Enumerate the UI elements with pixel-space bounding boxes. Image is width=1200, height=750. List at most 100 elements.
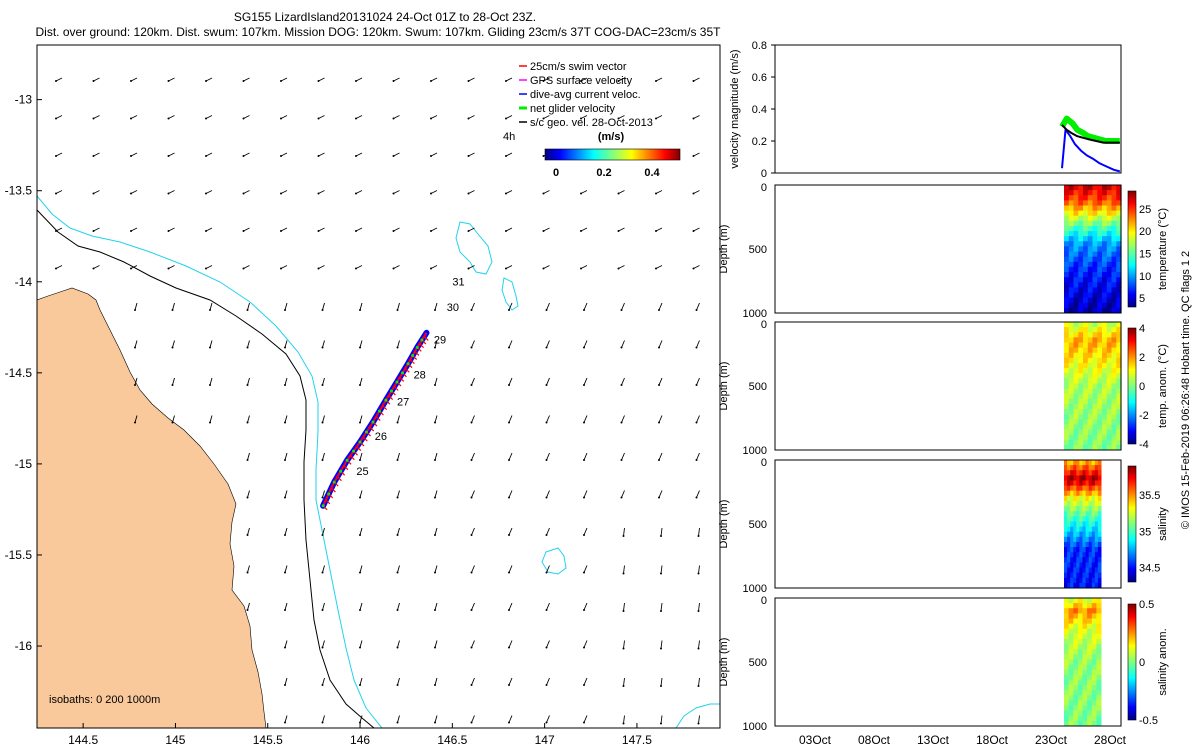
section-cell xyxy=(1070,501,1074,507)
current-vector-head xyxy=(583,646,585,649)
legend-swim-vector: 25cm/s swim vector xyxy=(530,61,627,73)
section-cell xyxy=(1078,373,1084,379)
current-vector-head xyxy=(321,421,324,424)
current-vector-head xyxy=(92,267,95,270)
section-cell xyxy=(1073,526,1077,533)
section-cell xyxy=(1094,470,1099,476)
current-vector-head xyxy=(695,346,698,349)
section-cell xyxy=(1073,690,1079,696)
section-cell xyxy=(1073,205,1079,212)
section-cell xyxy=(1073,654,1079,660)
section-cell xyxy=(1087,403,1094,410)
section-cell xyxy=(1097,567,1102,574)
section-cell xyxy=(1064,246,1070,252)
section-cell xyxy=(1085,506,1090,512)
current-vector xyxy=(55,115,63,119)
section-cell xyxy=(1087,393,1094,400)
section-cell xyxy=(1111,266,1117,273)
section-cell xyxy=(1094,501,1099,507)
section-cell xyxy=(1076,516,1080,522)
section-cell xyxy=(1097,480,1102,487)
current-vector-head xyxy=(355,230,357,232)
current-vector xyxy=(243,265,250,269)
section-cell xyxy=(1111,282,1117,288)
section-cell xyxy=(1088,516,1093,522)
section-cell xyxy=(1087,664,1093,671)
depth-panel-frame xyxy=(774,321,1122,451)
current-vector-head xyxy=(505,267,507,270)
depth-panel-background xyxy=(775,598,1121,726)
swim-vector xyxy=(325,499,331,505)
swim-vector xyxy=(331,487,336,493)
section-cell xyxy=(1091,608,1097,614)
current-vector xyxy=(698,602,700,612)
section-cell xyxy=(1078,277,1084,283)
section-cell xyxy=(1088,526,1093,533)
section-cell xyxy=(1091,674,1097,681)
current-vector xyxy=(247,602,250,611)
section-cell xyxy=(1078,357,1084,364)
section-cell xyxy=(1073,444,1079,451)
current-vector xyxy=(172,415,175,423)
current-vector xyxy=(546,415,550,423)
date-xtick-label: 08Oct xyxy=(858,733,891,747)
current-vector xyxy=(318,115,325,119)
current-vector-head xyxy=(317,117,320,120)
section-cell xyxy=(1085,480,1090,487)
section-cell xyxy=(1102,236,1108,242)
section-cell xyxy=(1079,562,1083,568)
current-vector xyxy=(93,227,100,232)
section-cell xyxy=(1064,363,1070,369)
section-cell xyxy=(1079,485,1083,492)
section-cell xyxy=(1068,226,1075,232)
section-cell xyxy=(1077,633,1083,640)
section-cell xyxy=(1068,664,1074,671)
current-vector xyxy=(580,227,588,232)
section-cell xyxy=(1111,378,1117,384)
section-cell xyxy=(1083,363,1089,369)
section-cell xyxy=(1064,511,1068,517)
colorbar-tick-label: -2 xyxy=(1139,410,1149,422)
section-cell xyxy=(1091,531,1096,538)
section-cell xyxy=(1085,552,1090,558)
current-vector-head xyxy=(467,117,470,120)
section-cell xyxy=(1073,190,1079,196)
section-cell xyxy=(1073,287,1079,293)
section-cell xyxy=(1116,256,1122,263)
section-cell xyxy=(1073,424,1079,430)
section-cell xyxy=(1064,531,1068,538)
current-vector-head xyxy=(542,230,545,232)
section-cell xyxy=(1102,292,1108,299)
section-cell xyxy=(1077,649,1083,655)
current-vector xyxy=(205,190,213,194)
current-vector xyxy=(247,415,250,423)
section-cell xyxy=(1092,241,1098,247)
section-cell xyxy=(1073,220,1079,227)
section-cell xyxy=(1111,434,1117,441)
section-cell xyxy=(1085,567,1090,574)
section-cell xyxy=(1078,398,1084,405)
current-vector-head xyxy=(430,267,432,270)
current-vector-head xyxy=(92,117,95,120)
section-cell xyxy=(1087,613,1093,619)
section-cell xyxy=(1087,618,1093,625)
current-vector xyxy=(621,302,625,311)
current-vector-head xyxy=(359,571,361,574)
current-vector xyxy=(134,302,138,311)
section-cell xyxy=(1111,251,1117,258)
section-cell xyxy=(1076,460,1080,466)
section-cell xyxy=(1106,332,1113,338)
section-cell xyxy=(1092,210,1098,217)
section-cell xyxy=(1092,439,1098,446)
section-cell xyxy=(1116,287,1122,293)
section-cell xyxy=(1088,470,1093,476)
section-cell xyxy=(1079,557,1083,563)
current-vector xyxy=(168,152,175,157)
current-vector xyxy=(471,415,475,423)
section-cell xyxy=(1068,685,1074,691)
section-cell xyxy=(1091,506,1096,512)
current-vector xyxy=(205,77,213,82)
section-cell xyxy=(1079,552,1083,558)
section-cell xyxy=(1088,557,1093,563)
current-vector xyxy=(543,190,550,194)
